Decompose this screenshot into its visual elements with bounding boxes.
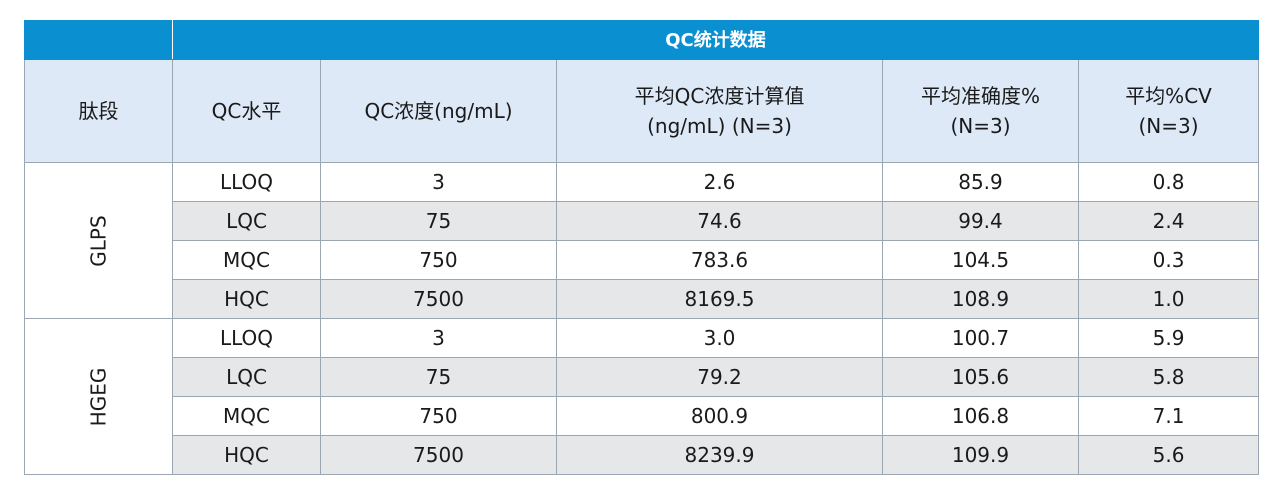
cell-qc-concentration: 7500 bbox=[320, 435, 557, 475]
header-peptide: 肽段 bbox=[24, 59, 173, 163]
cell-mean-cv: 0.8 bbox=[1077, 162, 1260, 202]
cell-qc-level: HQC bbox=[172, 279, 321, 319]
table-row: HGEG LLOQ 3 3.0 100.7 5.9 bbox=[24, 318, 1260, 475]
cell-mean-cv: 2.4 bbox=[1077, 201, 1260, 241]
cell-mean-calculated: 2.6 bbox=[556, 162, 883, 202]
header-mean-cv-line2: (N=3) bbox=[1138, 114, 1199, 138]
header-qc-level: QC水平 bbox=[172, 59, 321, 163]
header-mean-calculated-line2: (ng/mL) (N=3) bbox=[647, 114, 792, 138]
cell-mean-accuracy: 106.8 bbox=[882, 396, 1079, 436]
cell-mean-cv: 1.0 bbox=[1077, 279, 1260, 319]
cell-mean-calculated: 800.9 bbox=[556, 396, 883, 436]
cell-qc-level: LLOQ bbox=[172, 162, 321, 202]
cell-qc-concentration: 750 bbox=[320, 240, 557, 280]
cell-mean-calculated: 8239.9 bbox=[556, 435, 883, 475]
peptide-label: HGEG bbox=[86, 367, 111, 426]
cell-mean-calculated: 783.6 bbox=[556, 240, 883, 280]
column-header-row: 肽段 QC水平 QC浓度(ng/mL) 平均QC浓度计算值 (ng/mL) (N… bbox=[24, 59, 1260, 163]
peptide-cell-glps: GLPS bbox=[24, 162, 173, 319]
table-row: LQC 75 74.6 99.4 2.4 bbox=[25, 201, 1260, 241]
header-mean-cv: 平均%CV (N=3) bbox=[1077, 59, 1260, 163]
cell-mean-calculated: 79.2 bbox=[556, 357, 883, 397]
cell-qc-concentration: 3 bbox=[320, 162, 557, 202]
banner-title: QC统计数据 bbox=[171, 20, 1260, 60]
cell-mean-cv: 5.8 bbox=[1077, 357, 1260, 397]
cell-qc-level: LQC bbox=[172, 357, 321, 397]
cell-qc-level: LLOQ bbox=[172, 318, 321, 358]
cell-qc-concentration: 750 bbox=[320, 396, 557, 436]
table-row: MQC 750 800.9 106.8 7.1 bbox=[25, 396, 1260, 436]
table-row: HQC 7500 8239.9 109.9 5.6 bbox=[25, 435, 1260, 475]
cell-qc-level: MQC bbox=[172, 396, 321, 436]
header-mean-accuracy-line1: 平均准确度% bbox=[920, 84, 1040, 108]
cell-qc-concentration: 3 bbox=[320, 318, 557, 358]
table-row: LQC 75 79.2 105.6 5.8 bbox=[25, 357, 1260, 397]
table-row: HQC 7500 8169.5 108.9 1.0 bbox=[25, 279, 1260, 319]
cell-qc-level: LQC bbox=[172, 201, 321, 241]
cell-mean-accuracy: 104.5 bbox=[882, 240, 1079, 280]
peptide-label: GLPS bbox=[86, 214, 111, 267]
cell-mean-accuracy: 105.6 bbox=[882, 357, 1079, 397]
cell-mean-calculated: 3.0 bbox=[556, 318, 883, 358]
cell-qc-concentration: 75 bbox=[320, 201, 557, 241]
cell-mean-cv: 5.6 bbox=[1077, 435, 1260, 475]
banner-empty-cell bbox=[24, 20, 173, 60]
cell-mean-accuracy: 100.7 bbox=[882, 318, 1079, 358]
cell-mean-calculated: 8169.5 bbox=[556, 279, 883, 319]
qc-statistics-table: QC统计数据 肽段 QC水平 QC浓度(ng/mL) 平均QC浓度计算值 (ng… bbox=[24, 20, 1260, 475]
cell-mean-accuracy: 85.9 bbox=[882, 162, 1079, 202]
header-mean-calculated-line1: 平均QC浓度计算值 bbox=[634, 84, 805, 108]
peptide-cell-hgeg: HGEG bbox=[24, 318, 173, 475]
cell-qc-concentration: 75 bbox=[320, 357, 557, 397]
cell-qc-level: MQC bbox=[172, 240, 321, 280]
cell-qc-concentration: 7500 bbox=[320, 279, 557, 319]
cell-qc-level: HQC bbox=[172, 435, 321, 475]
header-mean-accuracy-line2: (N=3) bbox=[950, 114, 1011, 138]
banner-row: QC统计数据 bbox=[24, 20, 1260, 60]
table-row: MQC 750 783.6 104.5 0.3 bbox=[25, 240, 1260, 280]
header-qc-concentration: QC浓度(ng/mL) bbox=[320, 59, 557, 163]
cell-mean-cv: 5.9 bbox=[1077, 318, 1260, 358]
cell-mean-accuracy: 99.4 bbox=[882, 201, 1079, 241]
cell-mean-cv: 7.1 bbox=[1077, 396, 1260, 436]
header-mean-accuracy: 平均准确度% (N=3) bbox=[882, 59, 1079, 163]
cell-mean-calculated: 74.6 bbox=[556, 201, 883, 241]
table-row: GLPS LLOQ 3 2.6 85.9 0.8 bbox=[24, 162, 1260, 319]
cell-mean-accuracy: 109.9 bbox=[882, 435, 1079, 475]
header-mean-calculated: 平均QC浓度计算值 (ng/mL) (N=3) bbox=[556, 59, 883, 163]
header-mean-cv-line1: 平均%CV bbox=[1125, 84, 1212, 108]
cell-mean-accuracy: 108.9 bbox=[882, 279, 1079, 319]
cell-mean-cv: 0.3 bbox=[1077, 240, 1260, 280]
